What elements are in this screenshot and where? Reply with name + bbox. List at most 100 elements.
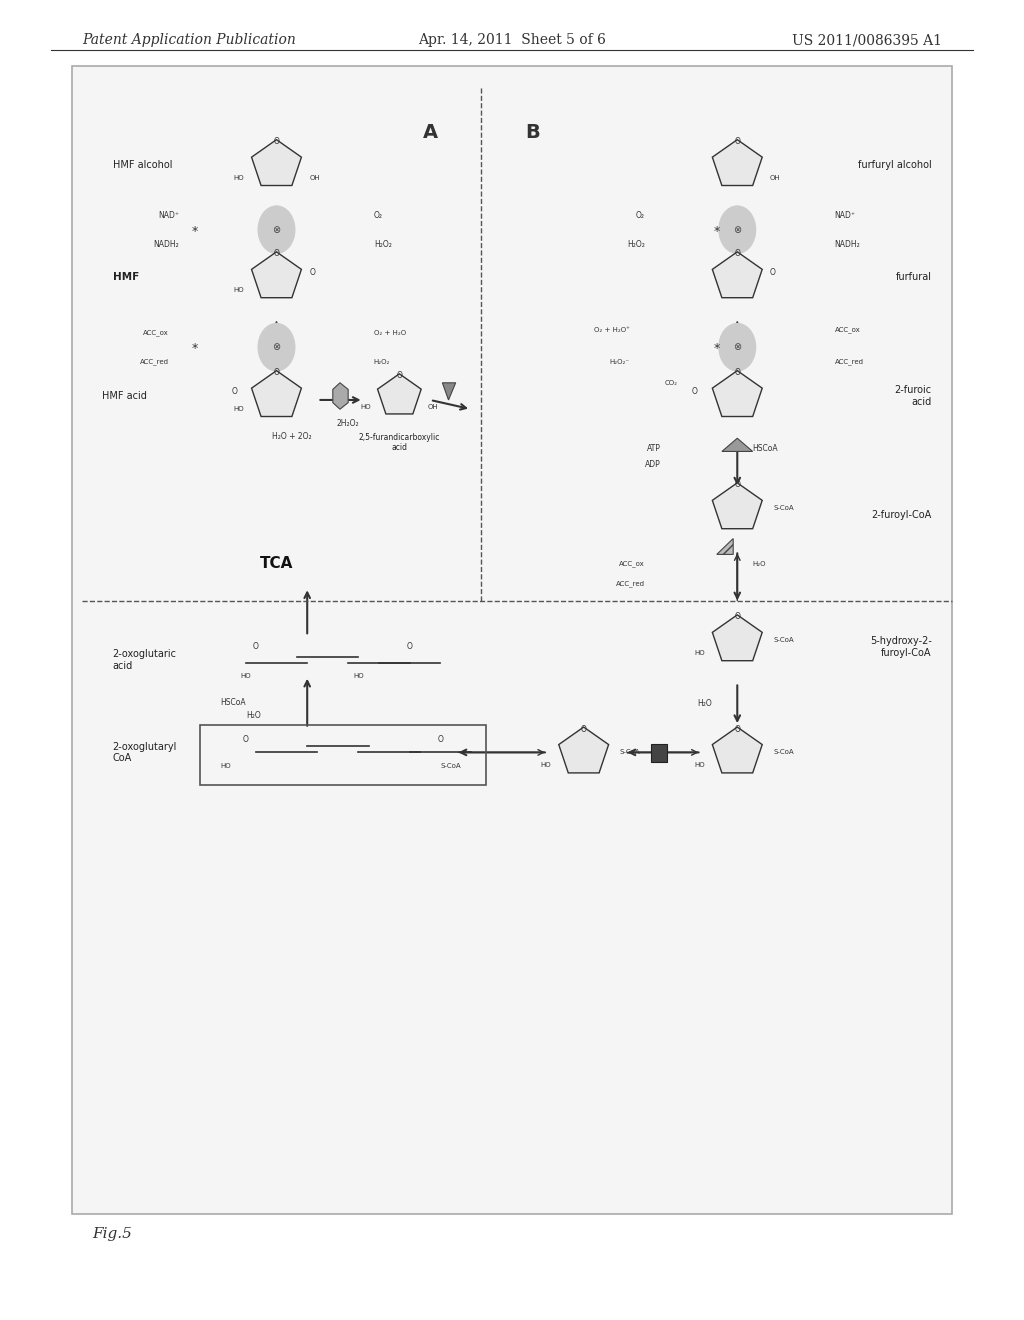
Polygon shape (252, 252, 301, 298)
Text: O: O (581, 725, 587, 734)
Text: ADP: ADP (645, 461, 660, 469)
Text: H₂O: H₂O (247, 711, 261, 719)
Text: H₂O₂: H₂O₂ (374, 359, 390, 364)
Text: O: O (273, 249, 280, 259)
Text: HMF alcohol: HMF alcohol (113, 160, 172, 170)
Text: 2,5-furandicarboxylic
acid: 2,5-furandicarboxylic acid (358, 433, 440, 453)
Text: O: O (734, 368, 740, 378)
Text: O: O (734, 137, 740, 147)
Polygon shape (378, 374, 421, 414)
Text: HSCoA: HSCoA (220, 698, 246, 706)
Text: HO: HO (353, 673, 364, 678)
Text: A: A (423, 123, 437, 141)
Text: HO: HO (360, 404, 371, 411)
Text: O: O (734, 725, 740, 734)
Text: ACC_red: ACC_red (835, 358, 863, 366)
Text: OH: OH (428, 404, 438, 411)
Polygon shape (559, 727, 608, 774)
Text: HO: HO (241, 673, 251, 678)
Text: S-CoA: S-CoA (620, 750, 640, 755)
Polygon shape (713, 483, 762, 529)
Text: H₂O + 2O₂: H₂O + 2O₂ (272, 432, 311, 441)
Text: H₂O₂: H₂O₂ (374, 240, 391, 248)
Text: S-CoA: S-CoA (440, 763, 461, 768)
Polygon shape (713, 252, 762, 298)
Text: Apr. 14, 2011  Sheet 5 of 6: Apr. 14, 2011 Sheet 5 of 6 (418, 33, 606, 48)
Text: ACC_red: ACC_red (140, 358, 169, 366)
Text: HO: HO (233, 174, 244, 181)
Polygon shape (713, 140, 762, 186)
FancyBboxPatch shape (72, 66, 952, 1214)
Polygon shape (713, 371, 762, 417)
Text: ACC_ox: ACC_ox (620, 560, 645, 568)
Polygon shape (442, 383, 456, 400)
Text: ⊗: ⊗ (733, 342, 741, 352)
Text: NAD⁺: NAD⁺ (835, 211, 856, 219)
Polygon shape (333, 383, 348, 409)
Text: HO: HO (694, 762, 705, 768)
Text: ⊗: ⊗ (272, 342, 281, 352)
Text: NADH₂: NADH₂ (154, 240, 179, 248)
Text: *: * (191, 342, 198, 355)
Text: Patent Application Publication: Patent Application Publication (82, 33, 296, 48)
Text: HO: HO (541, 762, 551, 768)
Text: O: O (734, 480, 740, 490)
Text: O: O (231, 387, 238, 396)
Polygon shape (252, 140, 301, 186)
Text: US 2011/0086395 A1: US 2011/0086395 A1 (793, 33, 942, 48)
Text: HMF: HMF (113, 272, 139, 282)
Text: Fig.5: Fig.5 (92, 1228, 132, 1241)
Text: O: O (309, 268, 315, 277)
Text: H₂O₂: H₂O₂ (628, 240, 645, 248)
Text: S-CoA: S-CoA (773, 750, 794, 755)
Text: 2-oxoglutaryl
CoA: 2-oxoglutaryl CoA (113, 742, 177, 763)
Text: ⊗: ⊗ (733, 224, 741, 235)
Text: O: O (734, 612, 740, 622)
Text: *: * (714, 224, 720, 238)
Text: O: O (273, 368, 280, 378)
Text: O: O (273, 137, 280, 147)
Text: 2-furoyl-CoA: 2-furoyl-CoA (871, 510, 932, 520)
Circle shape (258, 323, 295, 371)
Polygon shape (713, 615, 762, 661)
Polygon shape (722, 438, 753, 451)
Text: HO: HO (220, 763, 230, 768)
Text: ATP: ATP (646, 445, 660, 453)
Text: HSCoA: HSCoA (753, 445, 778, 453)
Text: NADH₂: NADH₂ (835, 240, 860, 248)
Text: NAD⁺: NAD⁺ (158, 211, 179, 219)
Text: O: O (243, 735, 249, 743)
Text: HO: HO (694, 649, 705, 656)
Circle shape (719, 323, 756, 371)
Polygon shape (717, 539, 733, 554)
Text: 2H₂O₂: 2H₂O₂ (337, 420, 359, 428)
Polygon shape (252, 371, 301, 417)
Text: H₂O: H₂O (753, 561, 766, 566)
Text: S-CoA: S-CoA (773, 506, 794, 511)
Text: ACC_red: ACC_red (616, 579, 645, 587)
Text: O₂: O₂ (374, 211, 383, 219)
Text: ⊗: ⊗ (272, 224, 281, 235)
Text: 2-oxoglutaric
acid: 2-oxoglutaric acid (113, 649, 176, 671)
Text: furfuryl alcohol: furfuryl alcohol (858, 160, 932, 170)
Text: B: B (525, 123, 540, 141)
Text: *: * (714, 342, 720, 355)
Text: *: * (191, 224, 198, 238)
Text: O₂: O₂ (636, 211, 645, 219)
Text: furfural: furfural (896, 272, 932, 282)
Text: OH: OH (309, 174, 319, 181)
Text: HO: HO (233, 286, 244, 293)
Text: H₂O: H₂O (697, 700, 712, 708)
Text: S-CoA: S-CoA (773, 638, 794, 643)
Text: HO: HO (233, 405, 244, 412)
Text: ACC_ox: ACC_ox (143, 329, 169, 337)
Text: CO₂: CO₂ (665, 380, 677, 385)
Text: HMF acid: HMF acid (102, 391, 147, 401)
Text: O₂ + H₂O⁺: O₂ + H₂O⁺ (594, 327, 630, 333)
Bar (651, 744, 667, 762)
Text: O: O (770, 268, 776, 277)
Text: TCA: TCA (260, 556, 293, 572)
Text: O: O (734, 249, 740, 259)
Circle shape (258, 206, 295, 253)
Text: ACC_ox: ACC_ox (835, 326, 860, 334)
